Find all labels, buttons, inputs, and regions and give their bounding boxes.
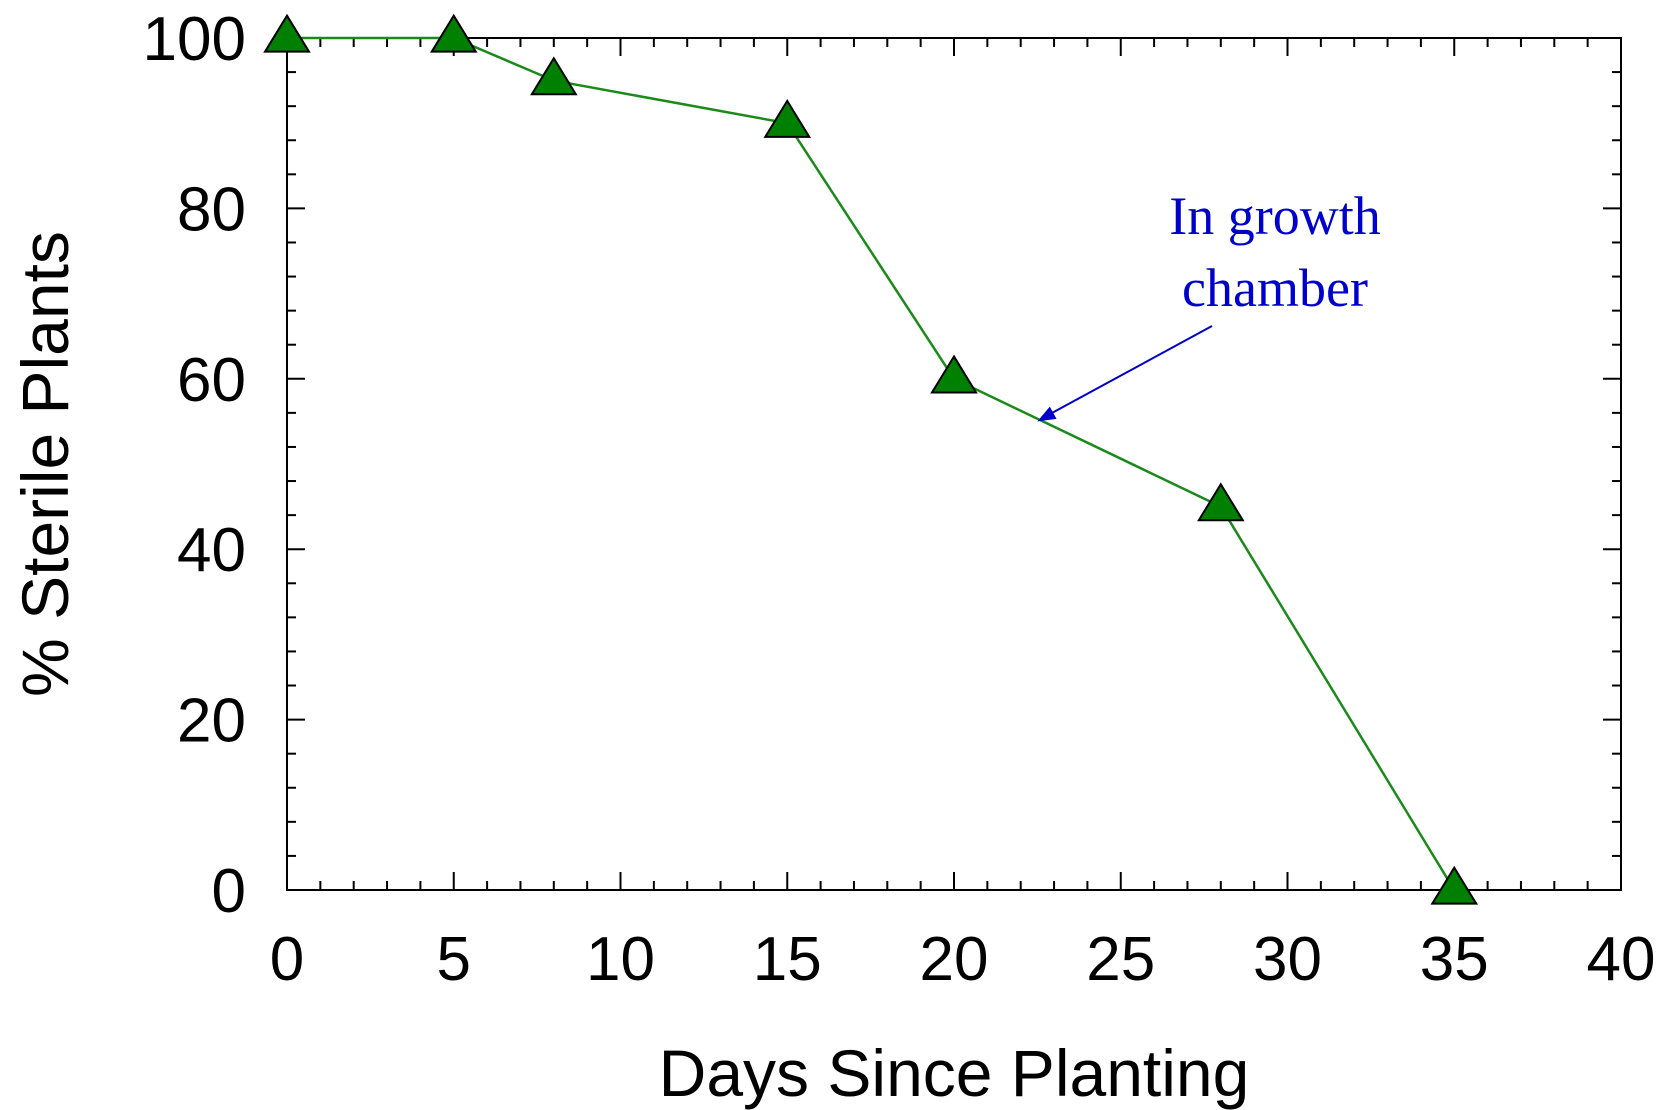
annotation-text: chamber xyxy=(1182,258,1368,318)
x-tick-label: 20 xyxy=(920,925,989,994)
x-tick-label: 0 xyxy=(270,925,304,994)
data-point xyxy=(763,98,812,138)
x-tick-label: 15 xyxy=(753,925,822,994)
x-tick-label: 35 xyxy=(1420,925,1489,994)
data-point xyxy=(263,13,311,53)
minor-ticks xyxy=(287,38,1621,890)
x-tick-label: 10 xyxy=(586,925,655,994)
x-tick-label: 30 xyxy=(1253,925,1322,994)
series-layer xyxy=(263,13,1479,905)
x-axis-title: Days Since Planting xyxy=(659,1036,1250,1110)
plot-frame xyxy=(286,37,1622,891)
data-point xyxy=(1197,482,1245,522)
annotation-arrowhead xyxy=(1037,406,1057,422)
annotation-arrow xyxy=(1048,325,1213,416)
y-tick-label: 80 xyxy=(177,175,246,244)
annotation-layer: In growth chamber xyxy=(1037,186,1381,422)
x-tick-label: 25 xyxy=(1086,925,1155,994)
data-point xyxy=(1430,865,1479,905)
y-tick-label: 100 xyxy=(143,5,246,74)
data-point xyxy=(530,56,578,96)
data-point xyxy=(930,354,978,394)
annotation-text: In growth xyxy=(1169,186,1380,246)
y-tick-label: 0 xyxy=(212,857,246,926)
major-ticks xyxy=(286,37,1622,891)
x-tick-label: 40 xyxy=(1587,925,1656,994)
y-tick-label: 40 xyxy=(177,516,246,585)
series-line xyxy=(287,36,1456,891)
y-tick-label: 20 xyxy=(177,687,246,756)
y-tick-label: 60 xyxy=(177,346,246,415)
y-axis-title: % Sterile Plants xyxy=(8,231,82,697)
data-point xyxy=(429,13,478,53)
y-tick-labels: 0 20 40 60 80 100 xyxy=(143,5,246,926)
x-tick-labels: 0 5 10 15 20 25 30 35 40 xyxy=(270,925,1656,994)
x-tick-label: 5 xyxy=(437,925,471,994)
